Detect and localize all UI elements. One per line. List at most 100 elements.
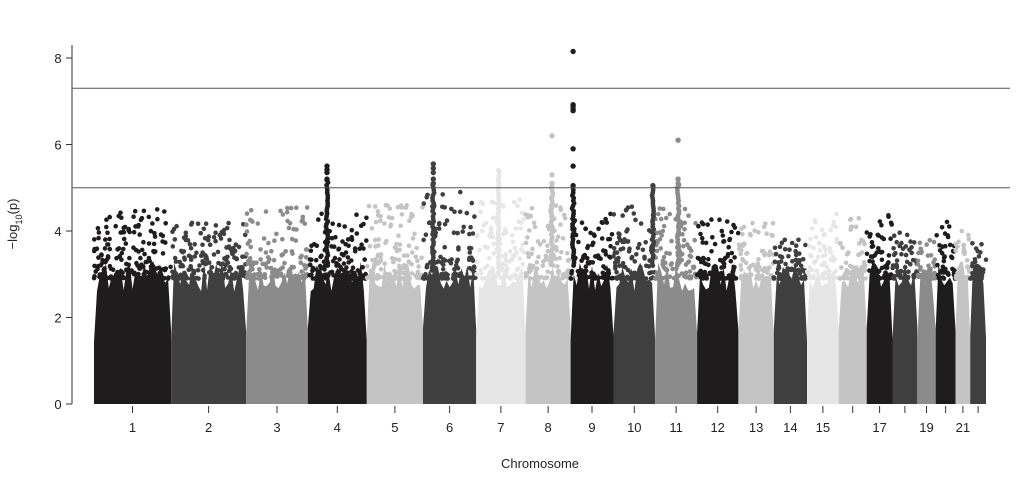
snp-point [719,228,725,234]
snp-point [585,255,590,261]
snp-point [503,230,509,236]
x-tick-label: 3 [273,420,280,435]
snp-point [517,256,523,261]
snp-point [977,274,982,279]
snp-point [591,271,596,277]
x-tick-label: 15 [816,420,830,435]
top-hit-point [570,146,576,152]
snp-point [485,245,491,250]
snp-point [470,231,476,236]
snp-point [138,255,143,261]
snp-point [354,212,359,217]
snp-point [813,234,819,240]
snp-point [802,276,808,281]
snp-point [283,249,289,254]
snp-point [814,268,819,274]
snp-point [317,270,322,275]
snp-point [337,257,342,262]
snp-point [488,227,494,232]
snp-point [695,272,700,278]
snp-point [579,275,585,280]
snp-point [168,264,173,270]
snp-point [755,261,761,266]
snp-point [822,260,827,266]
snp-point [732,264,737,270]
snp-point [302,221,308,226]
snp-point [945,233,950,238]
snp-point [787,247,792,252]
chromosome-body-8 [525,267,571,404]
snp-point [538,274,544,280]
snp-point [738,251,743,257]
snp-point [345,272,351,278]
snp-point [816,240,822,246]
snp-point [704,276,709,281]
snp-point [727,236,733,242]
snp-point [482,265,488,271]
snp-point [154,207,160,212]
snp-point [611,246,617,251]
snp-point [657,206,662,211]
snp-point [512,245,518,251]
snp-point [949,254,954,259]
snp-point [848,216,854,222]
snp-point [939,225,945,230]
snp-point [350,265,356,271]
snp-point [638,221,644,226]
snp-point [782,247,788,252]
snp-point [565,250,570,256]
snp-point [513,226,519,231]
snp-point [300,214,306,220]
snp-point [206,270,212,275]
snp-point [258,247,263,252]
snp-point [119,269,124,275]
snp-point [820,272,826,277]
snp-point [163,266,169,271]
snp-point [512,253,517,258]
snp-point [178,264,183,269]
snp-point [280,237,285,242]
snp-point [614,240,620,246]
snp-point [188,264,193,269]
snp-point [349,273,354,278]
snp-point [274,231,279,237]
snp-point [113,272,119,277]
x-tick-label: 6 [446,420,453,435]
snp-point [556,268,561,274]
snp-point [623,208,629,213]
snp-point [568,276,574,281]
snp-point [200,267,206,273]
snp-point [471,275,476,280]
snp-point [869,240,875,245]
snp-point [713,274,718,280]
snp-point [972,257,978,262]
snp-point [877,249,883,255]
snp-point [604,276,609,281]
snp-point [341,261,347,266]
snp-point [224,225,230,231]
snp-point [856,252,861,257]
snp-point [515,203,520,209]
snp-point [121,225,126,231]
snp-point [157,276,163,281]
chromosome-body-22 [970,263,986,404]
snp-point [596,275,602,281]
snp-point [521,216,527,222]
snp-point [717,217,722,222]
snp-point [352,246,358,251]
snp-point [671,275,677,281]
x-tick-label: 13 [749,420,763,435]
snp-point [194,250,199,256]
snp-point [467,265,473,271]
snp-point [898,275,903,281]
snp-point [743,276,748,281]
snp-point [905,274,911,280]
snp-point [146,274,151,280]
snp-point [799,275,804,280]
snp-point [341,273,346,279]
snp-point [234,256,239,261]
snp-point [345,276,350,281]
snp-point [407,276,413,281]
snp-point [211,252,217,257]
snp-point [201,226,207,232]
